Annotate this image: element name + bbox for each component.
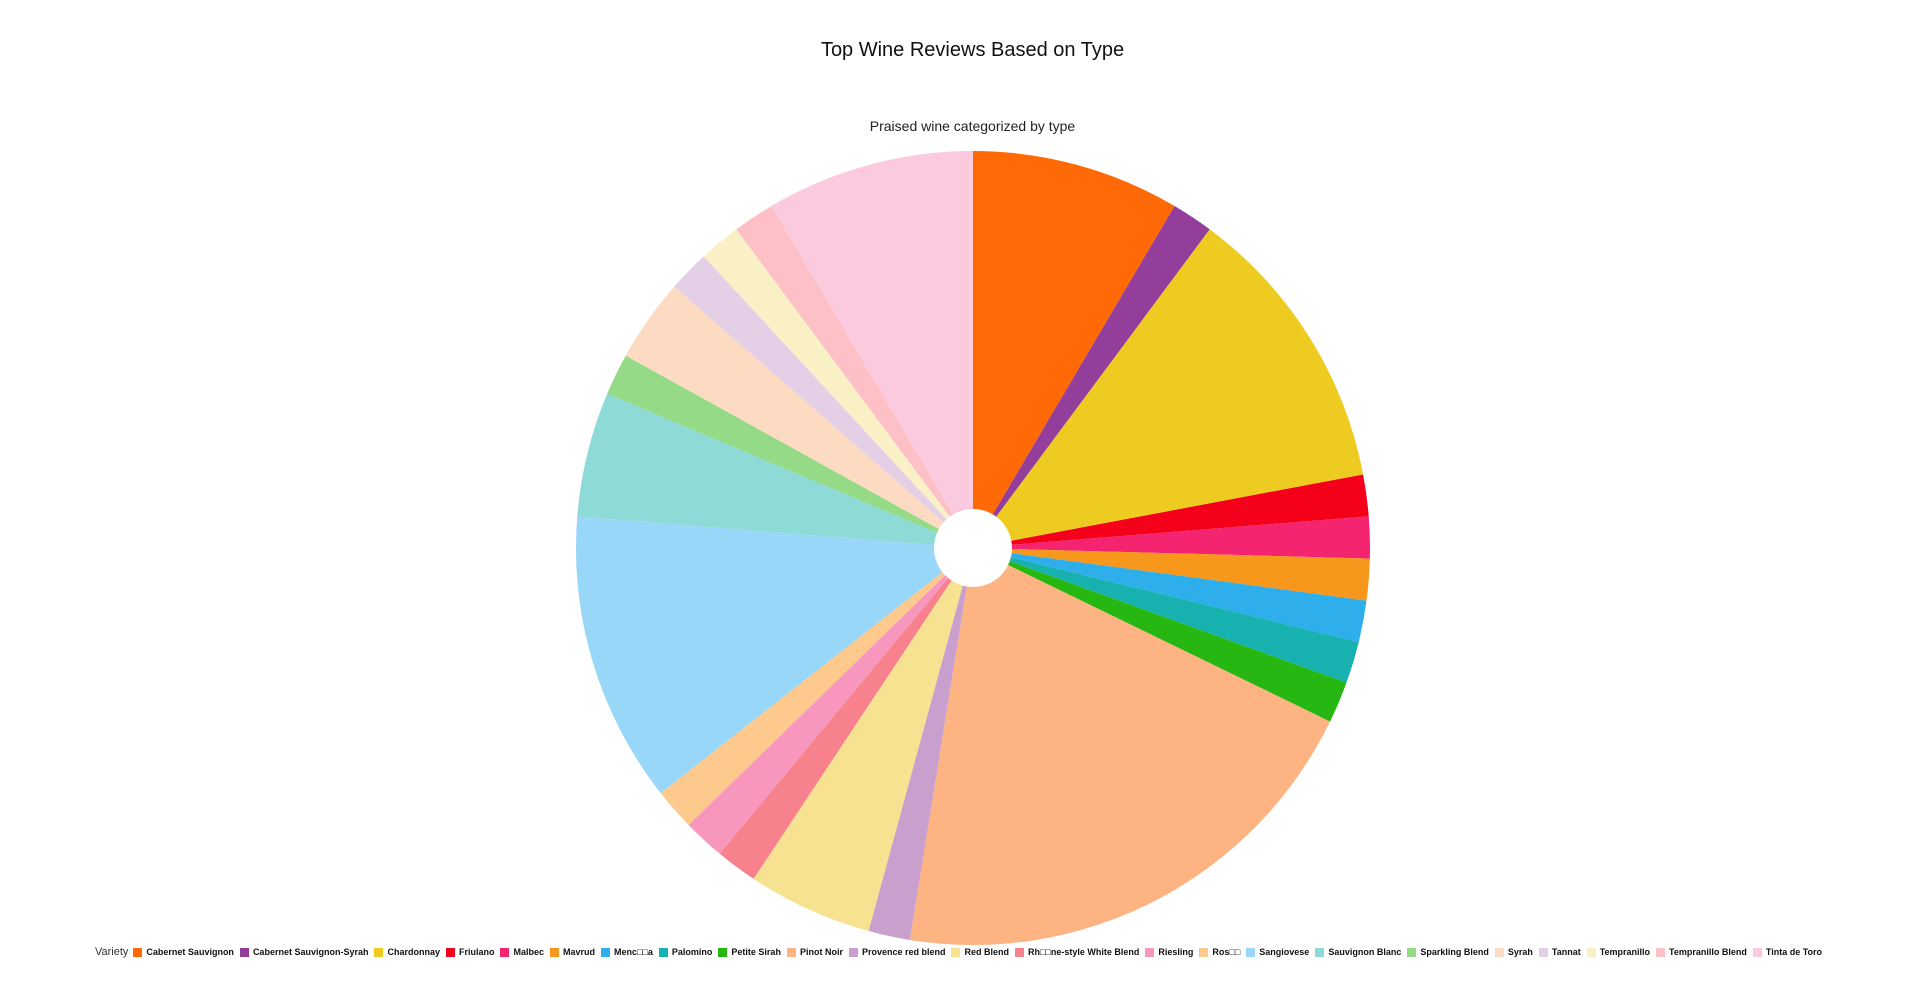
legend-label-17: Sparkling Blend	[1420, 947, 1489, 957]
legend-swatch-18	[1494, 947, 1504, 957]
legend-label-0: Cabernet Sauvignon	[146, 947, 234, 957]
legend-label-19: Tannat	[1551, 947, 1581, 957]
legend-item-19: Tannat	[1538, 947, 1581, 957]
legend-item-5: Mavrud	[550, 947, 595, 957]
legend-label-3: Friulano	[458, 947, 495, 957]
legend-item-21: Tempranillo Blend	[1656, 947, 1747, 957]
legend: Variety Cabernet Sauvignon Cabernet Sauvi…	[95, 945, 1828, 959]
legend-label-13: Riesling	[1158, 947, 1194, 957]
pie-slice-2[interactable]	[973, 229, 1364, 548]
pie-slice-3[interactable]	[973, 474, 1369, 548]
legend-label-6: Menc□□a	[614, 947, 653, 957]
legend-item-16: Sauvignon Blanc	[1315, 947, 1401, 957]
legend-label-10: Provence red blend	[861, 947, 946, 957]
chart-title: Top Wine Reviews Based on Type	[820, 39, 1125, 61]
legend-label-14: Ros□□	[1212, 947, 1241, 957]
legend-label-21: Tempranillo Blend	[1669, 947, 1747, 957]
legend-item-18: Syrah	[1494, 947, 1533, 957]
legend-item-6: Menc□□a	[601, 947, 653, 957]
pie-slice-15[interactable]	[576, 516, 973, 794]
pie-slice-10[interactable]	[868, 548, 973, 940]
legend-item-0: Cabernet Sauvignon	[133, 947, 234, 957]
legend-swatch-16	[1315, 947, 1325, 957]
legend-label-11: Red Blend	[964, 947, 1009, 957]
pie-slice-6[interactable]	[973, 548, 1367, 643]
legend-label-7: Palomino	[671, 947, 713, 957]
legend-swatch-12	[1015, 947, 1024, 957]
legend-swatch-20	[1586, 947, 1596, 957]
legend-swatch-13	[1145, 947, 1155, 957]
pie-slice-0[interactable]	[973, 151, 1175, 548]
pie-slice-19[interactable]	[674, 256, 973, 548]
legend-label-12: Rh□□ne-style White Blend	[1028, 947, 1140, 957]
legend-label-4: Malbec	[513, 947, 544, 957]
legend-item-11: Red Blend	[951, 947, 1009, 957]
legend-swatch-8	[718, 947, 728, 957]
legend-swatch-19	[1538, 947, 1548, 957]
legend-item-17: Sparkling Blend	[1407, 947, 1489, 957]
legend-label-18: Syrah	[1507, 947, 1533, 957]
legend-swatch-1	[239, 947, 249, 957]
legend-label-8: Petite Sirah	[731, 947, 781, 957]
legend-item-7: Palomino	[658, 947, 713, 957]
legend-item-15: Sangiovese	[1246, 947, 1309, 957]
legend-label-16: Sauvignon Blanc	[1328, 947, 1402, 957]
legend-label-2: Chardonnay	[387, 947, 440, 957]
legend-swatch-17	[1407, 947, 1417, 957]
legend-item-22: Tinta de Toro	[1752, 947, 1823, 957]
legend-label-15: Sangiovese	[1259, 947, 1310, 957]
legend-label-20: Tempranillo	[1599, 947, 1651, 957]
pie-slice-22[interactable]	[771, 151, 973, 548]
pie-slice-14[interactable]	[660, 548, 973, 825]
legend-swatch-0	[133, 947, 143, 957]
pie-slice-1[interactable]	[973, 205, 1210, 548]
pie-slice-16[interactable]	[577, 393, 973, 548]
legend-swatch-9	[786, 947, 796, 957]
legend-swatch-6	[601, 947, 611, 957]
legend-swatch-5	[550, 947, 559, 957]
legend-swatch-11	[951, 947, 961, 957]
legend-swatch-7	[658, 947, 668, 957]
legend-swatch-2	[374, 947, 384, 957]
legend-item-10: Provence red blend	[848, 947, 946, 957]
legend-items: Cabernet Sauvignon Cabernet Sauvignon-Syr…	[133, 947, 1828, 957]
legend-swatch-22	[1752, 947, 1762, 957]
legend-item-13: Riesling	[1145, 947, 1193, 957]
pie-slice-4[interactable]	[973, 516, 1370, 559]
legend-item-2: Chardonnay	[374, 947, 440, 957]
legend-item-1: Cabernet Sauvignon-Syrah	[239, 947, 369, 957]
legend-item-14: Ros□□	[1199, 947, 1240, 957]
legend-title: Variety	[95, 946, 129, 958]
pie-slice-12[interactable]	[719, 548, 973, 879]
legend-swatch-4	[500, 947, 510, 957]
donut-hole	[934, 509, 1012, 587]
legend-label-1: Cabernet Sauvignon-Syrah	[252, 947, 369, 957]
legend-item-8: Petite Sirah	[718, 947, 781, 957]
legend-label-5: Mavrud	[563, 947, 596, 957]
legend-swatch-21	[1656, 947, 1666, 957]
pie-slice-13[interactable]	[688, 548, 973, 854]
pie-slice-20[interactable]	[703, 229, 973, 548]
legend-item-3: Friulano	[445, 947, 495, 957]
legend-item-12: Rh□□ne-style White Blend	[1015, 947, 1139, 957]
legend-item-20: Tempranillo	[1586, 947, 1651, 957]
legend-swatch-14	[1199, 947, 1209, 957]
pie-slice-11[interactable]	[753, 548, 973, 932]
pie-slice-21[interactable]	[736, 205, 973, 548]
pie-slice-18[interactable]	[625, 286, 973, 548]
pie-slice-9[interactable]	[909, 548, 1331, 946]
legend-swatch-15	[1246, 947, 1256, 957]
pie-slice-7[interactable]	[973, 548, 1359, 683]
pie-slice-5[interactable]	[973, 548, 1370, 601]
legend-item-4: Malbec	[500, 947, 544, 957]
legend-item-9: Pinot Noir	[786, 947, 843, 957]
pie-slice-8[interactable]	[973, 548, 1347, 722]
chart-subtitle: Praised wine categorized by type	[869, 118, 1076, 134]
legend-label-9: Pinot Noir	[799, 947, 843, 957]
legend-swatch-10	[848, 947, 858, 957]
legend-label-22: Tinta de Toro	[1765, 947, 1823, 957]
pie-slice-17[interactable]	[607, 355, 973, 548]
legend-swatch-3	[445, 947, 455, 957]
